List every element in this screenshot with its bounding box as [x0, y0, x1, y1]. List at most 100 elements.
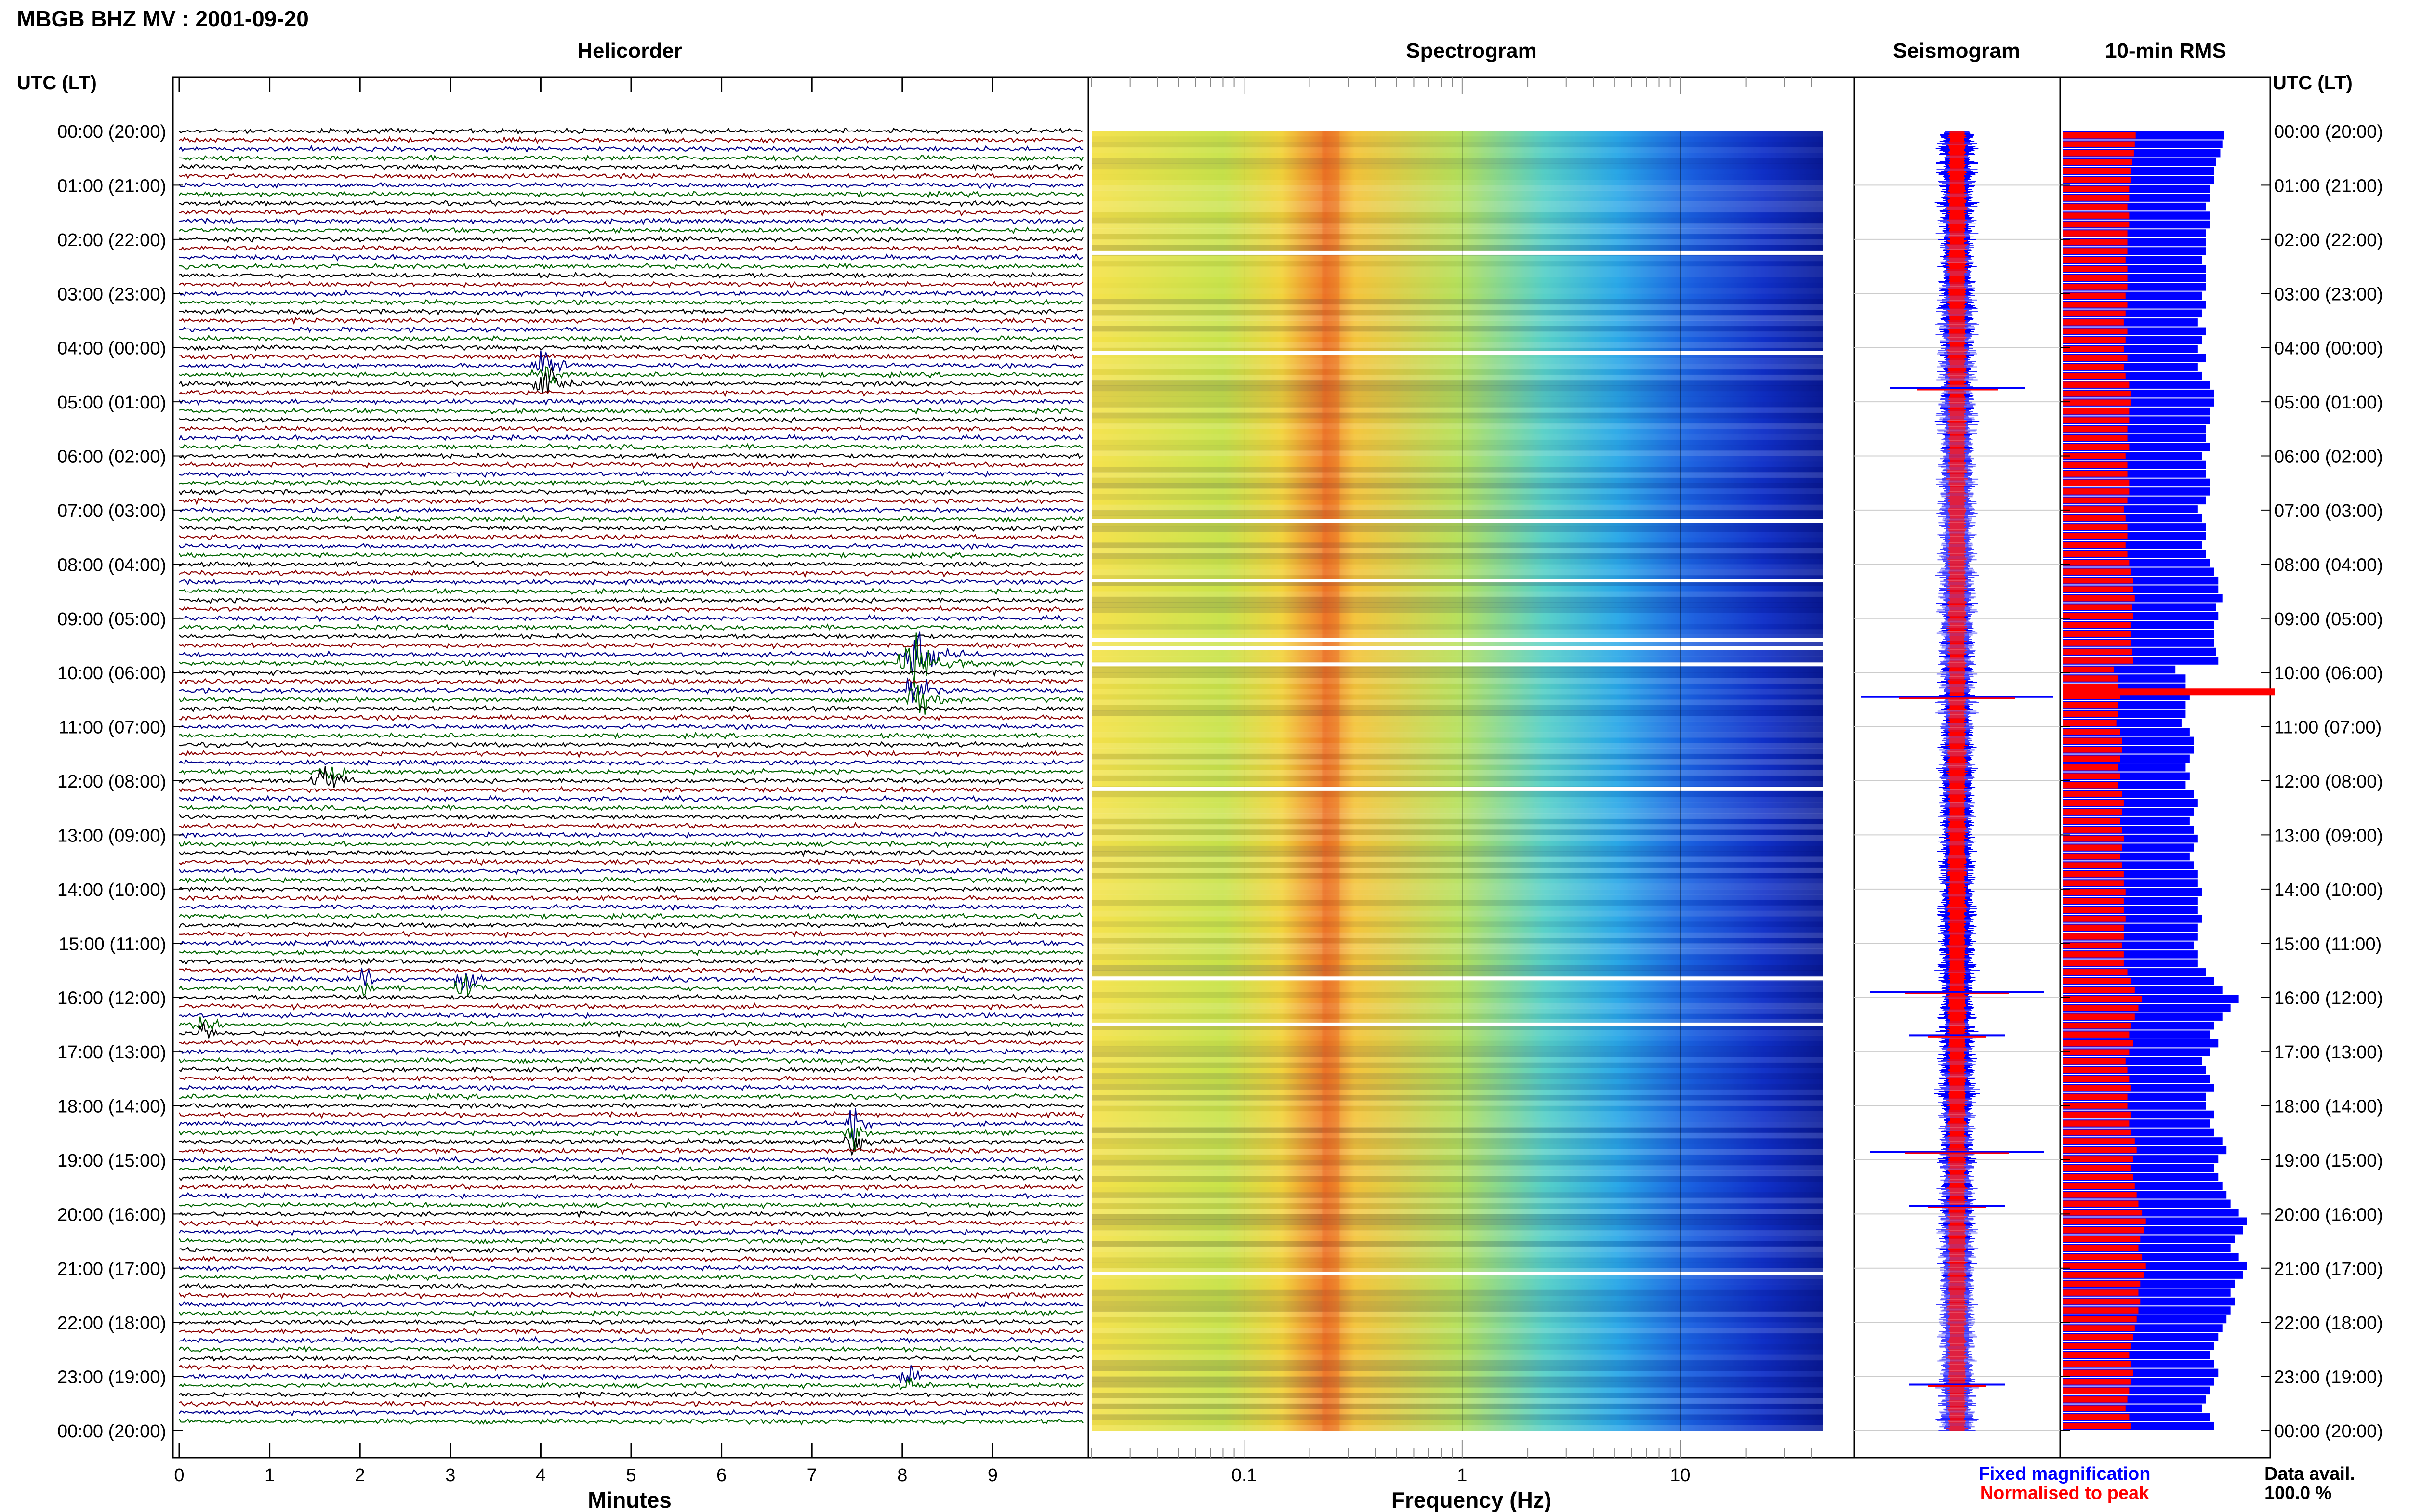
helicorder-trace	[179, 904, 1084, 911]
spectrogram-texture	[1092, 1105, 1823, 1112]
rms-bar-normalised	[2063, 1067, 2128, 1073]
rms-peak-bar	[2063, 688, 2275, 696]
helicorder-trace	[179, 452, 1084, 460]
helicorder-trace	[179, 939, 1084, 947]
rms-bar-normalised	[2063, 933, 2124, 940]
helicorder-trace	[179, 1146, 1084, 1155]
rms-bar-normalised	[2063, 230, 2128, 237]
spectrogram-texture	[1092, 705, 1823, 711]
spectrogram-texture	[1092, 1301, 1823, 1306]
helicorder-trace	[179, 1291, 1084, 1300]
spectrogram-texture	[1092, 1052, 1823, 1057]
rms-bar-normalised	[2063, 951, 2124, 958]
helicorder-trace	[179, 334, 1084, 342]
helicorder-trace	[179, 1156, 1084, 1164]
helicorder-trace	[179, 190, 1084, 198]
minutes-tick-label: 3	[445, 1465, 455, 1486]
helicorder-trace	[179, 1327, 1084, 1336]
spectrogram-texture	[1092, 1008, 1823, 1014]
helicorder-trace	[179, 1174, 1084, 1182]
rms-bar-normalised	[2063, 862, 2122, 868]
helicorder-trace	[179, 1300, 1084, 1308]
spectrogram-texture	[1092, 613, 1823, 619]
time-label-right: 13:00 (09:00)	[2274, 826, 2383, 846]
spectrogram-texture	[1092, 878, 1823, 884]
rms-bar-normalised	[2063, 978, 2131, 985]
frequency-axis-label: Frequency (Hz)	[1391, 1487, 1551, 1512]
rms-bar-normalised	[2063, 168, 2131, 174]
rms-bar-normalised	[2063, 1254, 2143, 1260]
helicorder-trace	[179, 443, 1084, 450]
rms-bar-normalised	[2063, 310, 2126, 317]
frequency-tick-label: 0.1	[1231, 1465, 1257, 1486]
spectrogram-texture	[1092, 721, 1823, 727]
spectrogram-texture	[1092, 1273, 1823, 1279]
spectrogram-texture	[1092, 1040, 1823, 1047]
spectrogram-texture	[1092, 309, 1823, 316]
time-label-left: 18:00 (14:00)	[57, 1097, 166, 1117]
rms-bar-normalised	[2063, 1262, 2146, 1269]
helicorder-trace	[179, 975, 1084, 998]
helicorder-trace	[179, 1318, 1084, 1327]
spectrogram-gap	[1092, 351, 1823, 355]
time-label-left: 00:00 (20:00)	[57, 122, 166, 142]
spectrogram-texture	[1092, 564, 1823, 570]
rms-bar-normalised	[2063, 880, 2124, 886]
rms-bar-normalised	[2063, 1120, 2130, 1127]
spectrogram-texture	[1092, 732, 1823, 738]
helicorder-trace	[179, 803, 1084, 812]
spectrogram-texture	[1092, 960, 1823, 965]
rms-bar-normalised	[2063, 1200, 2139, 1207]
helicorder-trace	[179, 470, 1084, 478]
helicorder-trace	[179, 253, 1084, 262]
spectrogram-texture	[1092, 759, 1823, 765]
rms-bar-normalised	[2063, 1272, 2144, 1278]
rms-bar-normalised	[2063, 1183, 2135, 1189]
rms-bar-normalised	[2063, 657, 2133, 664]
spectrogram-texture	[1092, 548, 1823, 554]
spectrogram-texture	[1092, 510, 1823, 516]
helicorder-trace	[179, 669, 1084, 677]
helicorder-trace	[179, 1363, 1084, 1372]
spectrogram-texture	[1092, 607, 1823, 614]
spectrogram-texture	[1092, 954, 1823, 960]
spectrogram-texture	[1092, 1246, 1823, 1252]
spectrogram-texture	[1092, 802, 1823, 808]
rms-bar-normalised	[2063, 177, 2131, 183]
rms-bar-normalised	[2063, 1156, 2133, 1162]
spectrogram-texture	[1092, 1084, 1823, 1090]
rms-bar-normalised	[2063, 1298, 2141, 1305]
spectrogram-texture	[1092, 710, 1823, 716]
helicorder-trace	[179, 543, 1084, 551]
helicorder-trace	[179, 551, 1084, 560]
spectrogram-texture	[1092, 1311, 1823, 1317]
spectrogram-texture	[1092, 190, 1823, 197]
rms-bar-normalised	[2063, 1280, 2141, 1287]
helicorder-trace	[179, 479, 1084, 486]
time-label-left: 02:00 (22:00)	[57, 230, 166, 250]
spectrogram-texture	[1092, 1182, 1823, 1187]
spectrogram-texture	[1092, 596, 1823, 603]
spectrogram-texture	[1092, 472, 1823, 478]
helicorder-trace	[179, 1092, 1084, 1101]
rms-bar-normalised	[2063, 1307, 2139, 1314]
spectrogram-texture	[1092, 1306, 1823, 1312]
spectrogram-texture	[1092, 1289, 1823, 1296]
helicorder-trace	[179, 1363, 1084, 1384]
rms-bar-normalised	[2063, 203, 2128, 210]
spectrogram-texture	[1092, 147, 1823, 153]
rms-bar-normalised	[2063, 640, 2131, 646]
rms-bar-normalised	[2063, 150, 2134, 157]
rms-bar-normalised	[2063, 924, 2124, 931]
helicorder-trace	[179, 994, 1084, 1001]
rms-bar-normalised	[2063, 1218, 2146, 1224]
spectrogram-gap	[1092, 638, 1823, 642]
spectrogram-texture	[1092, 965, 1823, 971]
spectrogram-texture	[1092, 1279, 1823, 1285]
helicorder-trace	[179, 1066, 1084, 1074]
rms-bar-normalised	[2063, 1147, 2137, 1154]
spectrogram-texture	[1092, 1170, 1823, 1177]
spectrogram-texture	[1092, 910, 1823, 917]
rms-bar-normalised	[2063, 791, 2122, 797]
helicorder-trace	[179, 1391, 1084, 1399]
